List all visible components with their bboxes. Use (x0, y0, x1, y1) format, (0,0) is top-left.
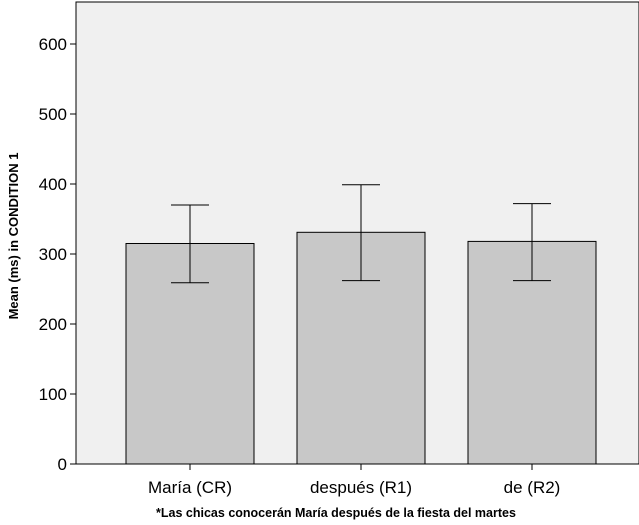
y-tick-label: 300 (39, 245, 67, 264)
y-tick-label: 600 (39, 35, 67, 54)
error-bars-group (171, 184, 551, 284)
y-axis-label: Mean (ms) in CONDITION 1 (6, 153, 21, 320)
y-tick-label: 500 (39, 105, 67, 124)
x-tick-label: de (R2) (504, 478, 561, 497)
y-axis: 0 100 200 300 400 500 600 (39, 2, 77, 474)
x-tick-label: después (R1) (310, 478, 412, 497)
x-axis-caption: *Las chicas conocerán María después de l… (156, 506, 516, 520)
x-axis: María (CR) después (R1) de (R2) (76, 463, 639, 497)
y-tick-label: 100 (39, 385, 67, 404)
x-tick-label: María (CR) (148, 478, 232, 497)
y-tick-label: 0 (58, 455, 67, 474)
y-tick-label: 400 (39, 175, 67, 194)
y-tick-label: 200 (39, 315, 67, 334)
